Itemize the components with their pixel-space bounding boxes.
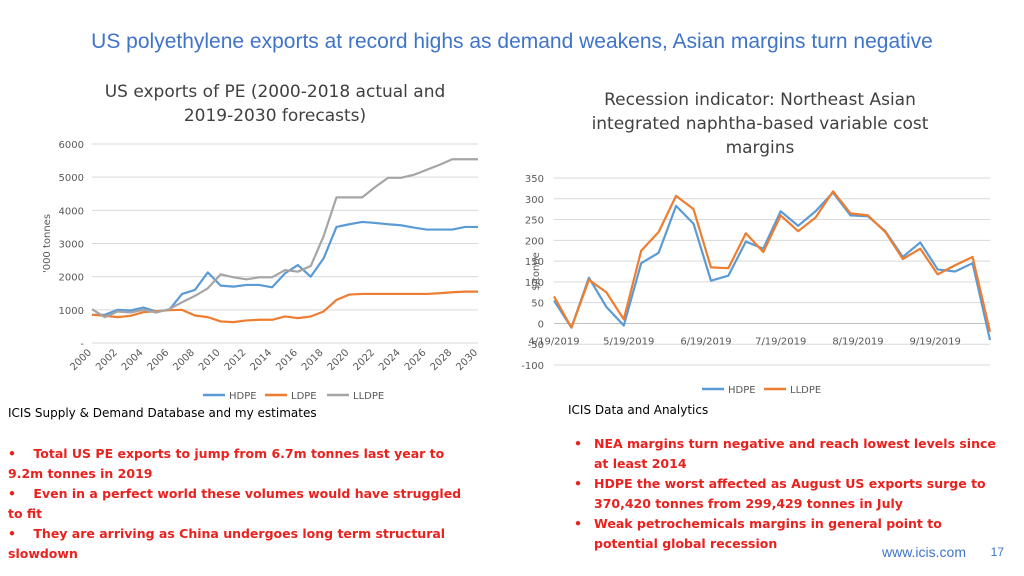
y-tick-label: - [80, 339, 84, 350]
right-bullet-text: Weak petrochemicals margins in general p… [594, 516, 942, 551]
y-tick-label: 3000 [59, 240, 84, 251]
y-tick-label: 150 [525, 257, 544, 268]
x-tick-label: 2016 [274, 347, 300, 373]
y-axis-label: $/tonne [531, 252, 542, 291]
x-tick-label: 2004 [120, 347, 146, 373]
left-bullet-item: • Even in a perfect world these volumes … [8, 484, 470, 524]
y-axis-label: '000 tonnes [42, 214, 53, 273]
y-tick-label: 100 [525, 278, 544, 289]
y-tick-label: 250 [525, 216, 544, 227]
series-line-lldpe [553, 190, 992, 333]
x-tick-label: 2022 [351, 347, 377, 373]
page-number: 17 [990, 545, 1004, 559]
series-line-ldpe [91, 290, 478, 324]
legend-label-hdpe: HDPE [229, 391, 257, 402]
left-bullet-item: • They are arriving as China undergoes l… [8, 524, 470, 564]
left-bullet-text: Total US PE exports to jump from 6.7m to… [8, 446, 445, 481]
y-tick-label: -50 [528, 340, 544, 351]
footer-url[interactable]: www.icis.com [881, 544, 966, 560]
x-tick-label: 4/19/2019 [528, 336, 579, 347]
x-tick-label: 2014 [248, 347, 274, 373]
x-tick-label: 2008 [171, 347, 197, 373]
y-tick-label: 350 [525, 174, 544, 185]
slide-title: US polyethylene exports at record highs … [91, 30, 933, 53]
bullet-dot-icon: • [574, 516, 582, 531]
right-chart-title-line2: integrated naphtha-based variable cost [591, 114, 929, 134]
series-line-lldpe [91, 158, 478, 319]
x-tick-label: 2006 [146, 347, 172, 373]
x-tick-label: 2018 [300, 347, 326, 373]
left-bullet-text: Even in a perfect world these volumes wo… [8, 486, 462, 521]
series-line-hdpe [553, 191, 992, 341]
x-tick-label: 8/19/2019 [832, 336, 883, 347]
right-bullet-list: • NEA margins turn negative and reach low… [570, 434, 1010, 554]
x-tick-label: 2026 [403, 347, 429, 373]
bullet-dot-icon: • [8, 526, 34, 541]
bullet-dot-icon: • [574, 436, 582, 451]
left-chart-title: US exports of PE (2000-2018 actual and 2… [60, 80, 490, 128]
left-source-note: ICIS Supply & Demand Database and my est… [8, 406, 317, 420]
bullet-dot-icon: • [8, 446, 34, 461]
y-tick-label: 300 [525, 195, 544, 206]
y-tick-label: 5000 [59, 173, 84, 184]
y-tick-label: 6000 [59, 140, 84, 151]
nea-margins-chart: -100 -50 0 50 100 150 200 250 300 350 4/19/2019 5/1… [521, 174, 992, 396]
left-bullet-text: They are arriving as China undergoes lon… [8, 526, 446, 561]
right-bullet-item: • Weak petrochemicals margins in general … [570, 514, 1010, 554]
right-bullet-item: • NEA margins turn negative and reach low… [570, 434, 1010, 474]
right-chart-title: Recession indicator: Northeast Asian int… [540, 88, 980, 160]
x-tick-label: 7/19/2019 [755, 336, 806, 347]
x-tick-label: 6/19/2019 [680, 336, 731, 347]
legend-label-lldpe: LLDPE [353, 391, 384, 402]
bullet-dot-icon: • [8, 486, 34, 501]
x-tick-label: 2010 [197, 347, 223, 373]
y-tick-label: -100 [521, 361, 544, 372]
x-tick-label: 2002 [94, 347, 120, 373]
right-source-note: ICIS Data and Analytics [568, 403, 709, 417]
bullet-dot-icon: • [574, 476, 582, 491]
x-tick-label: 2020 [326, 347, 352, 373]
y-tick-label: 4000 [59, 206, 84, 217]
left-bullet-item: • Total US PE exports to jump from 6.7m … [8, 444, 470, 484]
right-chart-title-line1: Recession indicator: Northeast Asian [604, 90, 916, 110]
x-tick-label: 2028 [429, 347, 455, 373]
right-bullet-text: NEA margins turn negative and reach lowe… [594, 436, 996, 471]
x-tick-label: 2000 [68, 347, 94, 373]
right-bullet-text: HDPE the worst affected as August US exp… [594, 476, 986, 511]
legend-label-hdpe: HDPE [728, 385, 756, 396]
y-tick-label: 50 [531, 299, 544, 310]
left-chart-title-line1: US exports of PE (2000-2018 actual and [104, 82, 446, 102]
x-tick-label: 2030 [454, 347, 480, 373]
series-line-hdpe [92, 220, 478, 316]
x-tick-label: 5/19/2019 [603, 336, 654, 347]
y-tick-label: 2000 [59, 273, 84, 284]
x-tick-label: 2024 [377, 347, 403, 373]
x-tick-label: 9/19/2019 [910, 336, 961, 347]
y-tick-label: 0 [538, 319, 544, 330]
y-tick-label: 200 [525, 236, 544, 247]
legend-label-ldpe: LDPE [291, 391, 317, 402]
y-tick-label: 1000 [59, 306, 84, 317]
right-bullet-item: • HDPE the worst affected as August US ex… [570, 474, 1010, 514]
left-chart-title-line2: 2019-2030 forecasts) [183, 106, 367, 126]
right-chart-title-line3: margins [725, 138, 795, 158]
x-tick-label: 2012 [223, 347, 249, 373]
legend-label-lldpe: LLDPE [790, 385, 821, 396]
left-bullet-list: • Total US PE exports to jump from 6.7m … [8, 444, 470, 564]
